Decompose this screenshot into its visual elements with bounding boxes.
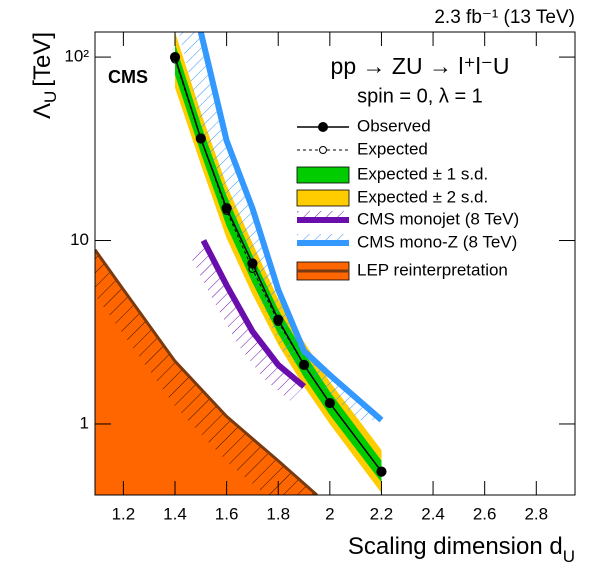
plot-frame xyxy=(94,31,576,496)
legend: Observed Expected Expected ± 1 s.d. Expecte… xyxy=(296,116,519,281)
x-tick-label: 2.4 xyxy=(421,504,445,523)
legend-label: Expected ± 2 s.d. xyxy=(357,187,488,206)
plot-area xyxy=(95,32,387,495)
x-label-sub: U xyxy=(563,547,575,566)
marker xyxy=(247,258,258,269)
legend-label: Observed xyxy=(357,116,431,135)
legend-label: Expected xyxy=(357,139,428,158)
marker xyxy=(273,314,284,325)
x-label-main: Scaling dimension d xyxy=(348,533,563,560)
experiment-label: CMS xyxy=(108,67,148,87)
limit-line xyxy=(200,239,306,389)
area xyxy=(95,249,317,495)
marker xyxy=(376,466,387,477)
line xyxy=(174,59,382,472)
legend-label: CMS mono-Z (8 TeV) xyxy=(357,232,517,251)
y-tick-label: 10² xyxy=(64,47,89,66)
lumi-label: 2.3 fb⁻¹ (13 TeV) xyxy=(434,7,575,28)
y-tick-label: 1 xyxy=(80,413,89,432)
x-tick-label: 2.6 xyxy=(473,504,497,523)
y-axis-title: ΛU [TeV] xyxy=(29,32,60,119)
legend-label: CMS monojet (8 TeV) xyxy=(357,209,519,228)
axes: 1.2 1.4 1.6 1.8 2 2.2 2.4 2.6 2.8 1 10 10² xyxy=(64,31,576,523)
legend-hatch xyxy=(297,234,349,241)
x-tick-label: 2.8 xyxy=(524,504,548,523)
marker xyxy=(195,133,206,144)
marker xyxy=(169,51,181,63)
area-edge xyxy=(95,248,318,495)
x-tick-label: 1.8 xyxy=(266,504,290,523)
x-tick-label: 2.2 xyxy=(370,504,394,523)
exclusion-hatch xyxy=(178,32,382,421)
legend-marker xyxy=(319,146,327,154)
legend-swatch xyxy=(296,166,350,184)
y-label-main: Λ xyxy=(29,103,56,119)
legend-hatch xyxy=(297,211,349,218)
limit-line xyxy=(197,32,384,423)
y-label-sub: U xyxy=(41,91,60,103)
legend-marker xyxy=(318,122,328,132)
band xyxy=(175,43,382,483)
x-axis-title: Scaling dimension dU xyxy=(348,533,575,566)
x-tick-label: 2 xyxy=(325,504,334,523)
marker xyxy=(324,397,335,409)
legend-label: LEP reinterpretation xyxy=(357,260,508,279)
legend-label: Expected ± 1 s.d. xyxy=(357,164,488,183)
process-label: pp → ZU → l⁺l⁻U xyxy=(331,53,510,79)
x-tick-label: 1.6 xyxy=(215,504,239,523)
x-tick-label: 1.2 xyxy=(112,504,136,523)
model-label: spin = 0, λ = 1 xyxy=(357,85,483,107)
exclusion-hatch xyxy=(189,240,304,401)
marker xyxy=(221,203,232,214)
marker xyxy=(298,359,310,370)
y-label-unit: [TeV] xyxy=(29,32,56,87)
x-tick-label: 1.4 xyxy=(163,504,187,523)
y-tick-label: 10 xyxy=(70,230,89,249)
legend-swatch xyxy=(296,189,350,207)
line xyxy=(174,56,383,473)
